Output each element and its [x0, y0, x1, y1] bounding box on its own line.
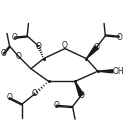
Polygon shape — [75, 81, 83, 96]
Text: O: O — [36, 42, 41, 51]
Text: O: O — [15, 52, 21, 61]
Text: O: O — [0, 49, 6, 58]
Text: O: O — [94, 43, 99, 52]
Text: OH: OH — [113, 67, 124, 76]
Text: O: O — [53, 101, 59, 110]
Polygon shape — [98, 70, 113, 73]
Text: O: O — [78, 91, 84, 100]
Text: O: O — [116, 33, 122, 42]
Text: O: O — [62, 41, 68, 50]
Text: O: O — [32, 89, 38, 98]
Polygon shape — [86, 46, 98, 59]
Text: O: O — [12, 33, 18, 42]
Text: O: O — [7, 93, 12, 102]
